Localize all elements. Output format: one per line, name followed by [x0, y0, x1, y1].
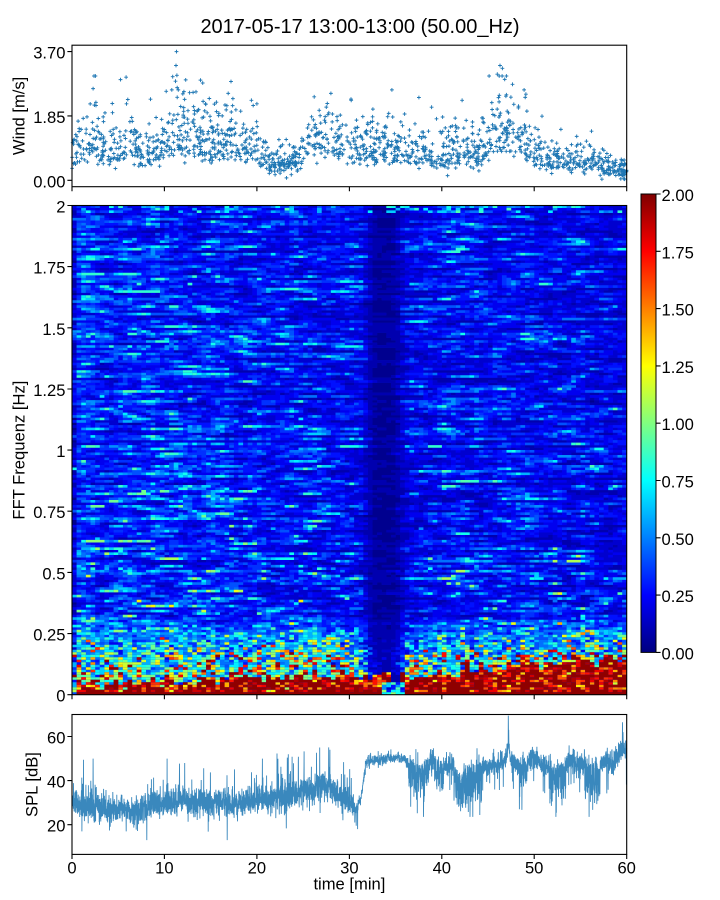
svg-text:0.00: 0.00	[33, 172, 65, 191]
svg-text:FFT Frequenz [Hz]: FFT Frequenz [Hz]	[10, 381, 29, 520]
svg-text:40: 40	[433, 859, 451, 878]
svg-text:20: 20	[47, 817, 65, 836]
svg-text:40: 40	[47, 773, 65, 792]
svg-text:30: 30	[340, 859, 358, 878]
svg-text:1: 1	[56, 442, 65, 461]
svg-text:60: 60	[617, 859, 635, 878]
svg-text:0.50: 0.50	[662, 530, 694, 549]
svg-text:60: 60	[47, 729, 65, 748]
svg-text:Wind [m/s]: Wind [m/s]	[10, 77, 29, 155]
svg-text:1.85: 1.85	[33, 108, 65, 127]
svg-text:1.50: 1.50	[662, 301, 694, 320]
svg-text:1.75: 1.75	[33, 259, 65, 278]
svg-text:1.75: 1.75	[662, 243, 694, 262]
svg-text:0.5: 0.5	[42, 564, 65, 583]
svg-text:2017-05-17 13:00-13:00 (50.00_: 2017-05-17 13:00-13:00 (50.00_Hz)	[200, 16, 519, 38]
svg-text:50: 50	[525, 859, 543, 878]
svg-text:1.25: 1.25	[662, 358, 694, 377]
svg-text:0.25: 0.25	[33, 626, 65, 645]
svg-text:time [min]: time [min]	[313, 875, 385, 894]
svg-text:0.00: 0.00	[662, 644, 694, 663]
svg-text:0.25: 0.25	[662, 587, 694, 606]
svg-text:0: 0	[67, 859, 76, 878]
svg-text:10: 10	[155, 859, 173, 878]
svg-text:0: 0	[56, 687, 65, 706]
svg-text:2: 2	[56, 198, 65, 217]
svg-text:20: 20	[248, 859, 266, 878]
svg-text:1.25: 1.25	[33, 381, 65, 400]
svg-text:SPL [dB]: SPL [dB]	[23, 752, 42, 817]
svg-text:1.5: 1.5	[42, 320, 65, 339]
svg-text:3.70: 3.70	[33, 44, 65, 63]
svg-text:0.75: 0.75	[662, 473, 694, 492]
svg-text:2.00: 2.00	[662, 186, 694, 205]
svg-text:1.00: 1.00	[662, 415, 694, 434]
svg-text:0.75: 0.75	[33, 503, 65, 522]
